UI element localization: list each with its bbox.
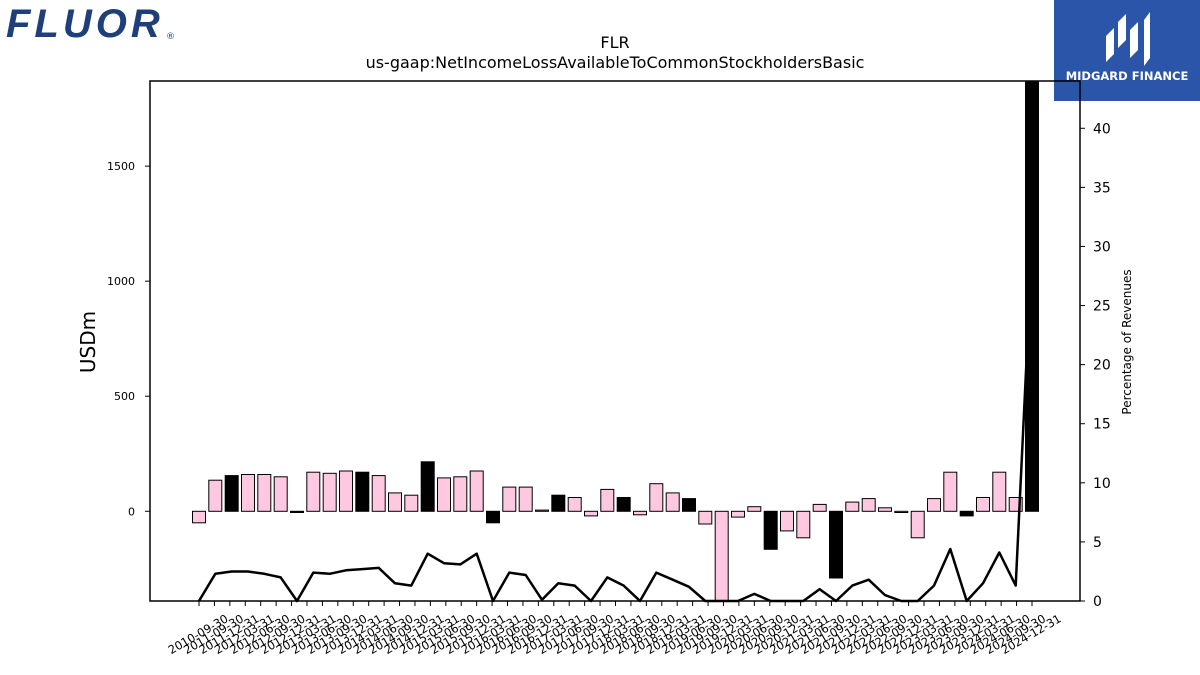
- quarterly-bar: [535, 509, 549, 512]
- annual-bar: [616, 497, 631, 512]
- annual-bar: [290, 510, 304, 513]
- y2-axis-label: Percentage of Revenues: [1120, 269, 1134, 414]
- quarterly-bar: [927, 498, 941, 512]
- quarterly-bar: [502, 486, 517, 512]
- annual-bar: [829, 510, 843, 579]
- y-tick-label: 0: [128, 505, 135, 518]
- quarterly-bar: [731, 510, 745, 518]
- quarterly-bar: [306, 471, 321, 512]
- quarterly-bar: [633, 510, 647, 516]
- fluor-logo-text: FLUOR: [6, 2, 164, 46]
- quarterly-bar: [241, 474, 255, 512]
- annual-bar: [1025, 80, 1039, 512]
- quarterly-bar: [976, 497, 990, 512]
- percent-of-revenue-line: [197, 246, 1034, 603]
- y2-tick-label: 35: [1093, 180, 1111, 196]
- quarterly-bar: [665, 492, 680, 512]
- y2-tick-label: 25: [1093, 299, 1111, 315]
- quarterly-bar: [796, 510, 811, 539]
- quarterly-bar: [208, 479, 223, 512]
- bars-group: [192, 80, 1039, 602]
- quarterly-bar: [878, 507, 892, 512]
- y2-tick-label: 20: [1093, 358, 1111, 374]
- annual-bar: [486, 510, 500, 524]
- quarterly-bar: [600, 488, 615, 512]
- annual-bar: [551, 494, 566, 512]
- quarterly-bar: [518, 486, 533, 512]
- annual-bar: [420, 461, 435, 512]
- quarterly-bar: [698, 510, 713, 525]
- midgard-finance-logo: MIDGARD FINANCE: [1054, 0, 1200, 101]
- quarterly-bar: [747, 506, 762, 512]
- annual-bar: [224, 475, 239, 512]
- quarterly-bar: [780, 510, 794, 532]
- left-y-ticks: 0 500 1000 1500: [107, 160, 150, 518]
- line-group: [197, 246, 1034, 603]
- quarterly-bar: [992, 471, 1007, 512]
- y-tick-label: 1500: [107, 160, 135, 173]
- quarterly-bar: [812, 503, 827, 512]
- quarterly-bar: [371, 475, 386, 512]
- annual-bar: [682, 498, 696, 512]
- right-y-ticks: 0 5 10 15 20 25 30 35 40: [1080, 121, 1111, 610]
- quarterly-bar: [584, 510, 598, 517]
- quarterly-bar: [714, 510, 729, 602]
- quarterly-bar: [388, 492, 402, 512]
- midgard-finance-name: MIDGARD FINANCE: [1065, 69, 1189, 83]
- quarterly-bar: [257, 474, 272, 512]
- x-ticks: 2010-09-302011-09-302011-12-312012-03-31…: [166, 601, 1064, 657]
- plot-frame: [149, 80, 1081, 602]
- quarterly-bar: [567, 497, 582, 512]
- annual-bar: [355, 471, 370, 512]
- quarterly-bar: [192, 510, 206, 524]
- quarterly-bar: [649, 483, 664, 512]
- quarterly-bar: [469, 470, 484, 512]
- y2-tick-label: 5: [1093, 535, 1102, 551]
- quarterly-bar: [453, 476, 468, 512]
- annual-bar: [959, 510, 974, 517]
- chart-subtitle: us-gaap:NetIncomeLossAvailableToCommonSt…: [366, 53, 865, 72]
- quarterly-bar: [910, 510, 925, 539]
- y-axis-label: USDm: [76, 311, 100, 373]
- quarterly-bar: [273, 476, 288, 512]
- y2-tick-label: 30: [1093, 239, 1111, 255]
- quarterly-bar: [943, 471, 958, 512]
- quarterly-bar: [437, 477, 451, 512]
- registered-mark: ®: [166, 32, 175, 42]
- quarterly-bar: [894, 510, 909, 513]
- y2-tick-label: 40: [1093, 121, 1111, 137]
- chart-title: FLR: [600, 33, 629, 52]
- y2-tick-label: 10: [1093, 476, 1111, 492]
- quarterly-bar: [322, 472, 337, 512]
- quarterly-bar: [861, 498, 876, 512]
- quarterly-bar: [845, 501, 860, 512]
- y2-tick-label: 15: [1093, 417, 1111, 433]
- y-tick-label: 1000: [107, 275, 135, 288]
- quarterly-bar: [339, 470, 353, 512]
- fluor-logo: FLUOR ®: [6, 2, 175, 47]
- quarterly-bar: [404, 494, 419, 512]
- annual-bar: [763, 510, 778, 550]
- midgard-mark-icon: [1106, 12, 1150, 66]
- y2-tick-label: 0: [1093, 594, 1102, 610]
- y-tick-label: 500: [114, 390, 135, 403]
